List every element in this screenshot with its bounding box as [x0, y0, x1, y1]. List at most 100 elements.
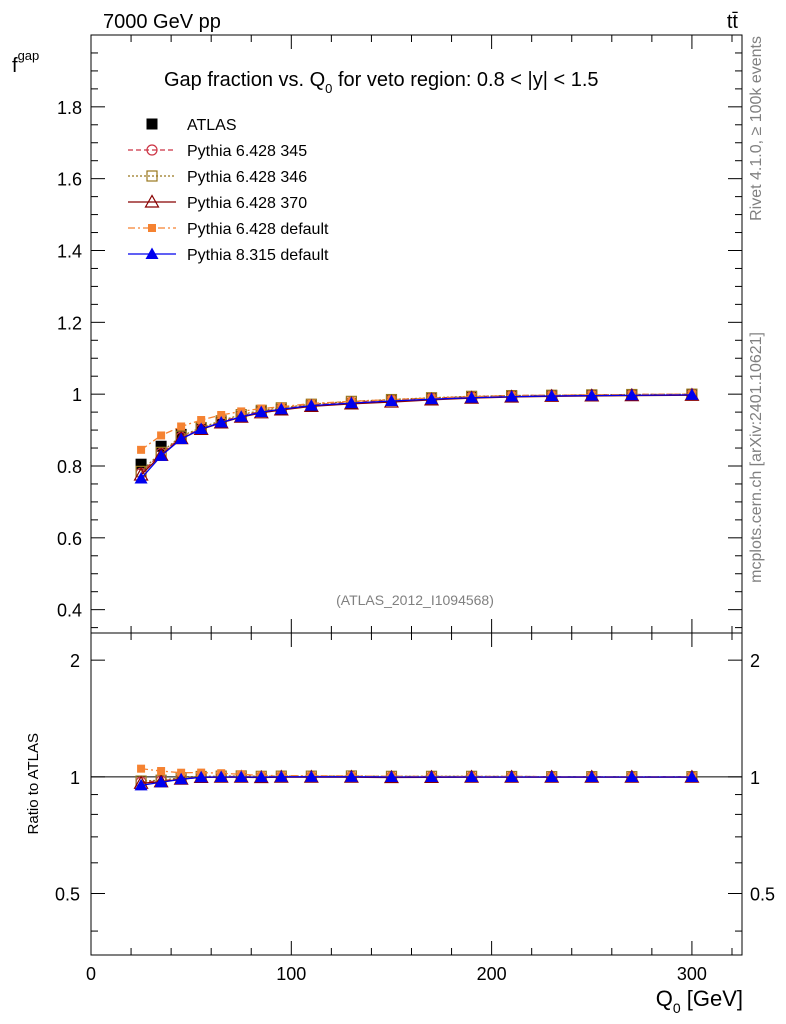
y-tick-label: 0.6 [57, 529, 82, 549]
series-4-ratio-point [194, 770, 208, 783]
series-4-point [274, 402, 288, 415]
series-4-point [425, 392, 439, 405]
series-4-point [194, 422, 208, 434]
y-tick-label: 0.4 [57, 601, 82, 621]
atlas-data-point [155, 440, 167, 452]
y-tick-label: 1.8 [57, 98, 82, 118]
series-4-ratio-point [344, 770, 358, 782]
legend-label-series-3: Pythia 6.428 default [187, 221, 329, 238]
ratio-tick-label-left: 0.5 [55, 885, 80, 905]
x-tick-label: 100 [276, 964, 306, 984]
series-3-ratio-point [137, 764, 146, 773]
series-4-point [134, 472, 148, 484]
series-4-ratio-point [465, 770, 479, 782]
ratio-panel-frame [90, 632, 743, 956]
series-4-ratio-point [685, 770, 699, 782]
legend-label-series-1: Pythia 6.428 346 [187, 169, 307, 186]
chart-title-main: Gap fraction vs. Q [164, 69, 325, 91]
ratio-tick-label-right: 0.5 [750, 885, 775, 905]
series-2-line [140, 394, 692, 476]
series-4-ratio-point [154, 775, 168, 788]
series-3-point [217, 410, 226, 419]
series-4-point [154, 449, 168, 461]
energy-label: 7000 GeV pp [103, 11, 221, 33]
source-label: mcplots.cern.ch [arXiv:2401.10621] [748, 332, 765, 583]
series-1-line [140, 393, 692, 472]
series-4-ratio-point [214, 770, 228, 783]
ratio-plot-area [91, 764, 742, 791]
legend-marker-series-2 [144, 194, 160, 208]
main-plot-area [133, 387, 700, 484]
series-4-ratio-point [545, 770, 559, 782]
y-tick-label: 1.2 [57, 313, 82, 333]
series-3-ratio-point [177, 768, 186, 777]
ratio-tick-label-right: 1 [750, 768, 760, 788]
ratio-tick-label-left: 2 [70, 651, 80, 671]
ratio-tick-label-left: 1 [70, 768, 80, 788]
chart-title-sub: 0 [325, 81, 332, 96]
series-3-point [197, 416, 206, 425]
rivet-label: Rivet 4.1.0, ≥ 100k events [748, 36, 765, 221]
x-axis-label-main: Q [656, 986, 673, 1011]
y-axis-label: fgap [12, 48, 39, 77]
chart-title-rest: for veto region: 0.8 < |y| < 1.5 [332, 69, 598, 91]
y-tick-label: 0.8 [57, 457, 82, 477]
series-3-ratio-point [157, 767, 166, 776]
series-4-ratio-point [384, 770, 398, 782]
legend: ATLAS Pythia 6.428 345 Pythia 6.428 346 Pyt… [128, 117, 329, 264]
series-4-ratio-point [505, 770, 519, 782]
x-tick-label: 0 [86, 964, 96, 984]
series-4-point [254, 405, 268, 418]
series-4-point [625, 388, 639, 401]
series-4-ratio-point [174, 772, 188, 785]
legend-marker-series-0 [146, 144, 158, 156]
y-tick-label: 1 [72, 385, 82, 405]
series-4-point [384, 394, 398, 406]
series-0-line [140, 393, 692, 474]
series-4-ratio-point [234, 770, 248, 783]
process-label: tt̄ [727, 11, 739, 33]
series-4-point [585, 389, 599, 401]
series-4-ratio-point [304, 770, 318, 782]
series-4-ratio-point [134, 778, 148, 791]
series-4-point [174, 432, 188, 445]
series-4-point [304, 399, 318, 411]
legend-label-atlas: ATLAS [187, 117, 237, 134]
series-3-point [157, 431, 166, 440]
x-tick-label: 200 [477, 964, 507, 984]
series-4-ratio-point [625, 770, 639, 782]
x-axis-label: Q0 [GeV] [656, 986, 743, 1016]
analysis-watermark: (ATLAS_2012_I1094568) [336, 592, 494, 608]
x-axis-label-rest: [GeV] [681, 986, 743, 1011]
y-axis-label-sub: gap [18, 48, 40, 63]
legend-label-series-0: Pythia 6.428 345 [187, 143, 307, 160]
y-tick-label: 1.4 [57, 241, 82, 261]
legend-marker-series-4 [145, 247, 159, 259]
legend-marker-series-3 [148, 224, 156, 232]
series-3-point [137, 445, 146, 454]
ratio-tick-label-right: 2 [750, 651, 760, 671]
series-4-point [545, 389, 559, 401]
legend-label-series-2: Pythia 6.428 370 [187, 195, 307, 212]
series-3-point [177, 422, 186, 431]
series-4-ratio-point [254, 770, 268, 783]
series-4-point [214, 416, 228, 428]
x-axis-label-sub: 0 [673, 1000, 681, 1016]
legend-marker-atlas [146, 118, 158, 130]
y-axis-label-main: f [12, 55, 18, 77]
series-4-point [465, 391, 479, 403]
series-4-point [234, 410, 248, 422]
series-4-ratio-point [425, 770, 439, 782]
legend-label-series-4: Pythia 8.315 default [187, 247, 329, 264]
series-4-point [344, 396, 358, 409]
atlas-data-point [135, 458, 147, 470]
y-tick-label: 1.6 [57, 170, 82, 190]
legend-marker-series-1 [146, 170, 158, 182]
series-4-ratio-point [274, 770, 288, 782]
ratio-axis-label: Ratio to ATLAS [25, 733, 42, 834]
x-tick-label: 300 [677, 964, 707, 984]
series-4-point [505, 390, 519, 402]
series-4-point [685, 388, 699, 400]
series-4-line [140, 394, 692, 479]
series-4-ratio-point [585, 770, 599, 782]
